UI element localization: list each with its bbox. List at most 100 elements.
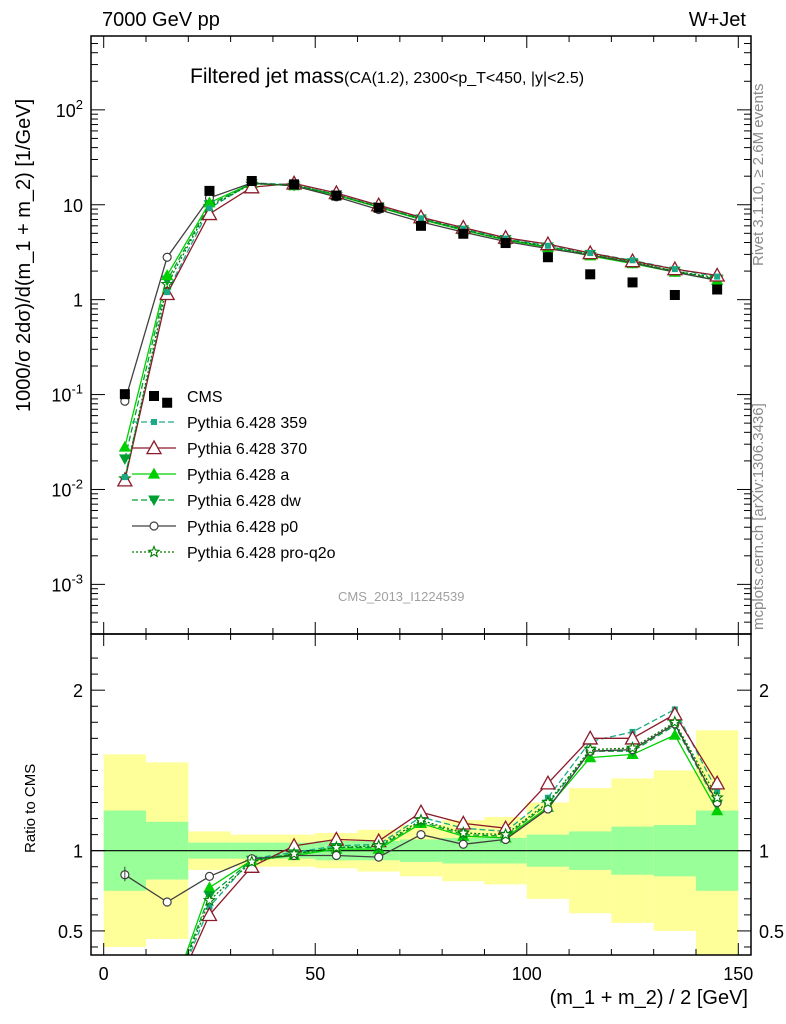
data-point (118, 454, 131, 465)
plot-title: Filtered jet mass(CA(1.2), 2300<p_T<450,… (190, 65, 584, 89)
data-point (162, 252, 172, 262)
data-point (416, 220, 426, 231)
ratio-point (668, 715, 682, 728)
legend-marker (149, 521, 159, 531)
legend-label: Pythia 6.428 dw (187, 493, 301, 510)
ratio-point (331, 850, 341, 861)
ratio-series (118, 705, 726, 1015)
data-point (714, 273, 721, 280)
ratio-point (456, 825, 470, 839)
ratio-point (160, 1002, 174, 1015)
data-point (246, 175, 257, 186)
data-point (243, 178, 260, 194)
ratio-point (583, 742, 597, 756)
ratio-point (458, 839, 468, 849)
ratio-point (541, 795, 555, 809)
data-point (164, 289, 171, 296)
data-point (712, 284, 723, 295)
ratio-point (120, 973, 130, 982)
legend-marker (149, 391, 159, 401)
ratio-line (186, 724, 718, 955)
ratio-point (164, 1006, 170, 1012)
ratio-y-tick-label: 0.5 (58, 922, 83, 942)
legend: CMS Pythia 6.428 359 Pythia 6.428 370 Pythi… (132, 389, 336, 562)
data-point (161, 269, 174, 281)
legend-label: Pythia 6.428 370 (187, 441, 307, 458)
ratio-point (668, 728, 681, 740)
ratio-point (499, 827, 513, 841)
ratio-point (162, 897, 172, 907)
ratio-y-tick-label: 0.5 (759, 922, 784, 942)
ratio-point (204, 871, 215, 881)
y-tick-label: 1 (73, 291, 83, 311)
y-tick-label: 10 (63, 196, 83, 216)
data-point (201, 205, 218, 221)
y-tick-label: 10-3 (51, 571, 83, 595)
ratio-y-tick-label: 2 (73, 681, 83, 701)
data-point (458, 228, 469, 239)
data-point (544, 242, 551, 249)
data-point (629, 257, 636, 264)
data-point (204, 185, 215, 196)
x-tick-label: 150 (723, 964, 753, 984)
ratio-frame (90, 633, 752, 956)
legend-marker (147, 544, 161, 558)
ratio-point (710, 790, 724, 804)
y-tick-label: 10-2 (51, 476, 83, 500)
main-series (116, 175, 726, 487)
data-point (542, 252, 553, 263)
legend-marker (145, 439, 163, 455)
analysis-tag: CMS_2013_I1224539 (338, 589, 465, 604)
data-point (121, 474, 128, 481)
y-tick-label: 10-1 (51, 382, 83, 406)
data-point (500, 238, 511, 249)
ratio-point (625, 741, 640, 754)
ratio-point (416, 830, 426, 840)
ratio-point (120, 961, 130, 970)
axis-ticks (91, 35, 751, 955)
ratio-point (287, 846, 301, 860)
legend-label: Pythia 6.428 pro-q2o (187, 545, 336, 562)
rivet-version-label: Rivet 3.1.10, ≥ 2.6M events (750, 83, 767, 267)
ratio-point (162, 1002, 172, 1011)
ratio-y-axis-label: Ratio to CMS (22, 763, 39, 853)
data-point (206, 205, 213, 212)
ratio-point (202, 893, 217, 907)
y-tick-label: 102 (56, 97, 83, 121)
legend-label: Pythia 6.428 a (187, 467, 289, 484)
ratio-point (539, 774, 557, 790)
ratio-point (201, 906, 218, 922)
ratio-point (203, 881, 216, 893)
legend-label: CMS (187, 389, 223, 406)
data-point (162, 397, 173, 408)
data-point (669, 289, 680, 300)
mcplots-source-label: mcplots.cern.ch [arXiv:1306.3436] (750, 403, 767, 630)
legend-marker (148, 495, 160, 507)
ratio-point (329, 840, 343, 854)
axis-tick-labels: 0 50 100 150 10-3 10-2 10-1 1 10 102 0.5 0.5 1 1 2 2 (51, 97, 784, 984)
ratio-uncertainty-bands (91, 730, 751, 955)
ratio-y-tick-label: 1 (759, 842, 769, 862)
main-y-axis-label: 1000/σ 2dσ)/d(m_1 + m_2) [1/GeV] (13, 98, 35, 412)
header-right: W+Jet (688, 9, 746, 31)
x-tick-label: 0 (99, 964, 109, 984)
data-point (671, 266, 678, 273)
ratio-point (372, 838, 386, 852)
x-axis-label: (m_1 + m_2) / 2 [GeV] (549, 987, 748, 1009)
x-tick-label: 50 (305, 964, 325, 984)
data-point (289, 179, 300, 190)
ratio-point (118, 985, 132, 998)
ratio-point (414, 813, 428, 826)
ratio-point (120, 985, 131, 995)
ratio-point (162, 1003, 173, 1013)
plot-title-main: Filtered jet mass (190, 65, 345, 88)
data-point (585, 269, 596, 280)
data-point (587, 250, 594, 257)
data-point (627, 277, 638, 288)
data-point (418, 215, 424, 222)
data-point (331, 190, 342, 201)
legend-label: Pythia 6.428 359 (187, 415, 307, 432)
ratio-point (122, 987, 128, 993)
data-point (118, 440, 131, 452)
